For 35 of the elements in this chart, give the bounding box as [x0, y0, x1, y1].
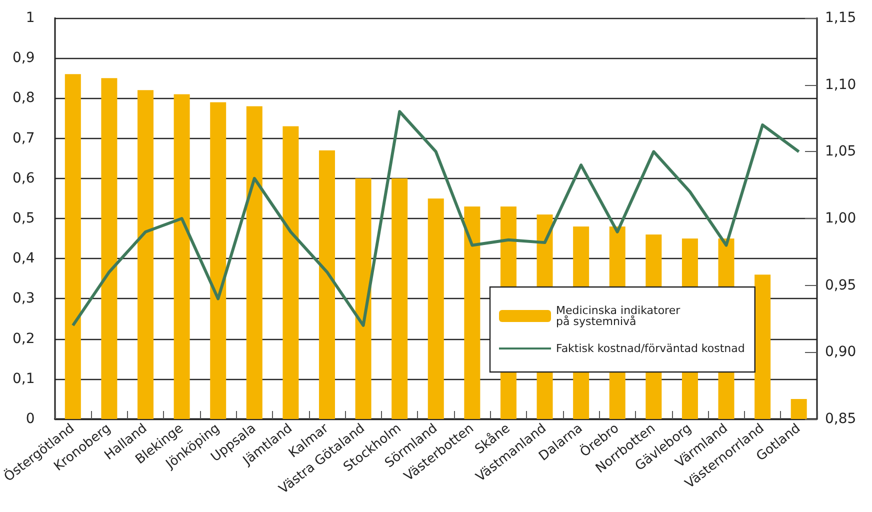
- y2-tick-label: 1,10: [825, 76, 856, 93]
- y2-tick-label: 0,95: [825, 277, 856, 294]
- bar: [318, 150, 335, 419]
- y2-tick-label: 0,90: [825, 344, 856, 360]
- bar: [282, 126, 299, 419]
- bar: [138, 90, 154, 419]
- bar: [754, 274, 771, 419]
- y2-tick-label: 1,05: [825, 144, 856, 160]
- y-tick-label: 0,7: [12, 130, 35, 146]
- y-tick-label: 1: [26, 10, 35, 26]
- y-tick-label: 0,3: [12, 290, 35, 307]
- y-tick-label: 0,4: [12, 250, 35, 267]
- y2-tick-label: 1,00: [825, 210, 856, 226]
- bar: [790, 398, 807, 419]
- bar: [355, 178, 372, 419]
- y-tick-label: 0,6: [12, 170, 35, 186]
- y2-tick-label: 1,15: [825, 10, 856, 26]
- y-tick-label: 0: [26, 411, 35, 427]
- y-tick-label: 0,2: [12, 330, 35, 347]
- legend-label: Faktisk kostnad/förväntad kostnad: [556, 342, 745, 355]
- y-tick-label: 0,1: [12, 370, 35, 387]
- bar: [464, 206, 480, 419]
- legend-label: Medicinska indikatorer på systemnivå: [556, 304, 681, 328]
- line-series: [71, 110, 800, 327]
- y-tick-label: 0,9: [12, 50, 35, 66]
- bar: [174, 94, 190, 419]
- bar: [428, 198, 444, 419]
- bar: [64, 74, 81, 419]
- bar: [210, 102, 226, 419]
- y-tick-label: 0,5: [12, 210, 35, 226]
- bar: [101, 78, 118, 419]
- bar: [392, 178, 408, 419]
- y-tick-label: 0,8: [12, 90, 35, 106]
- bar: [246, 106, 262, 419]
- y2-tick-label: 0,85: [825, 411, 856, 427]
